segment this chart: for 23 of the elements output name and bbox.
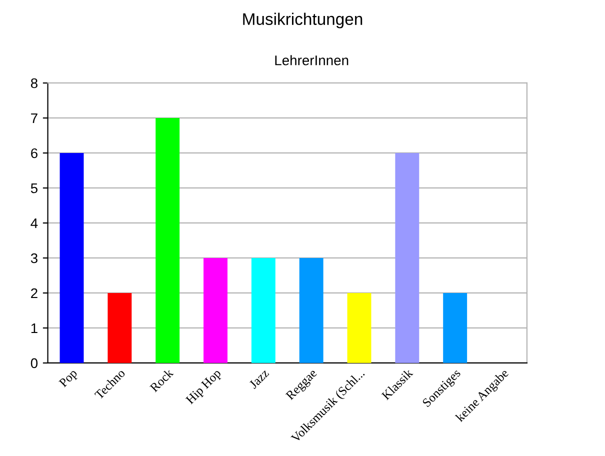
x-tick-label: Pop (58, 368, 80, 390)
bar (204, 258, 228, 363)
y-tick-label: 5 (30, 183, 38, 194)
y-tick-label: 6 (31, 148, 38, 158)
bar (251, 258, 276, 363)
x-tick-label: Hip Hop (185, 368, 224, 406)
y-tick-label: 0 (30, 358, 38, 368)
bar (108, 292, 132, 363)
bar (443, 292, 468, 363)
y-tick-label: 8 (30, 78, 38, 88)
bar (299, 258, 324, 363)
y-tick-label: 4 (30, 218, 38, 228)
y-tick-label: 7 (31, 113, 38, 124)
y-tick-label: 2 (31, 288, 38, 298)
chart-subtitle: LehrerInnen (275, 55, 348, 66)
y-tick-label: 1 (31, 323, 38, 334)
chart-title: Musikrichtungen (243, 12, 362, 28)
y-tick-label: 3 (30, 253, 38, 264)
bar (347, 292, 372, 363)
bar (156, 118, 180, 363)
bar (395, 152, 420, 363)
bar (60, 152, 84, 363)
x-tick-label: Jazz (248, 368, 270, 390)
